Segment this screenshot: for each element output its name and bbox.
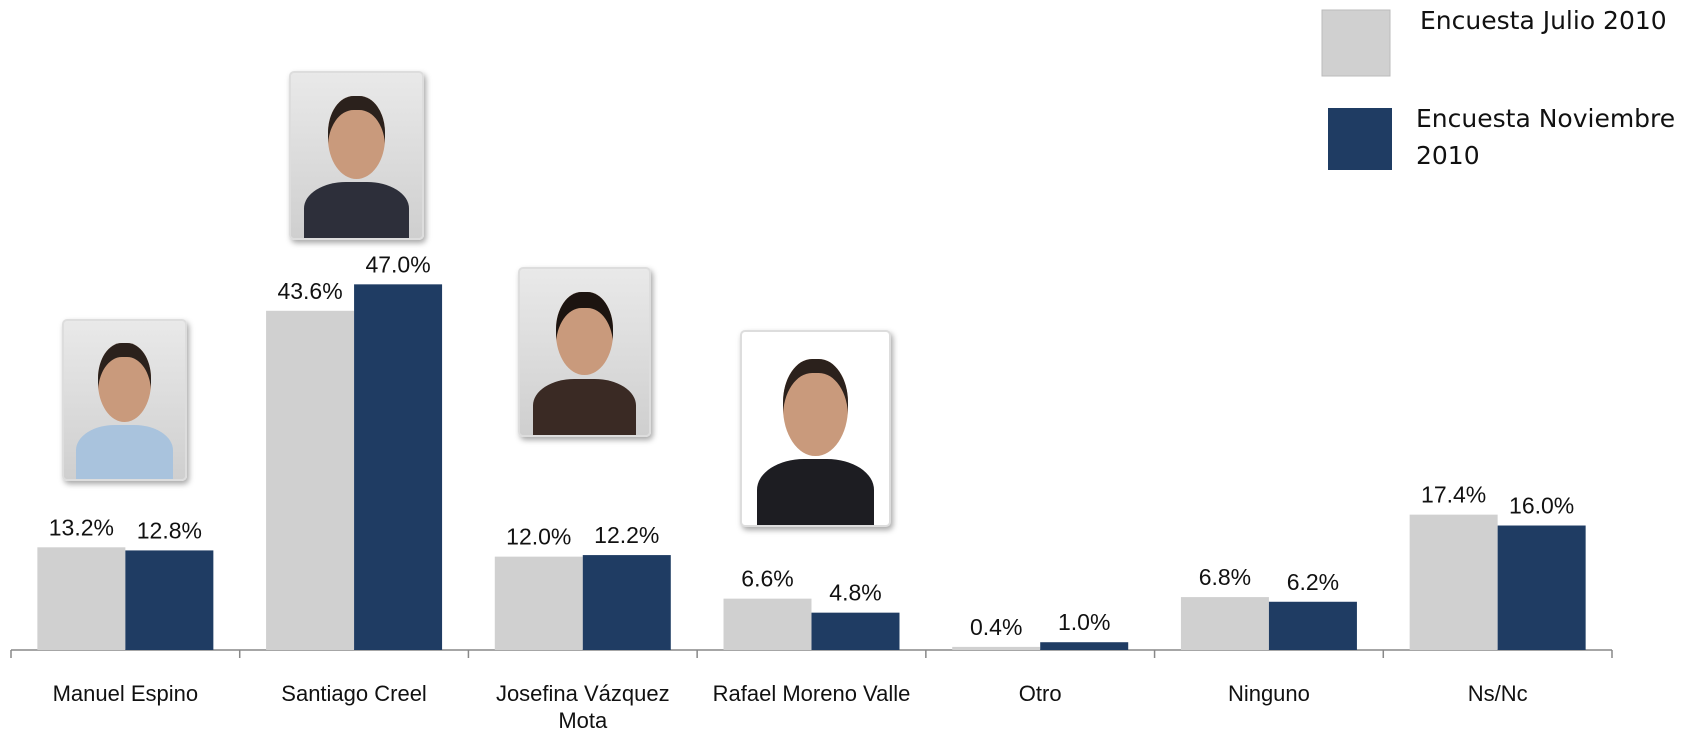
- legend-swatch: [1322, 10, 1390, 76]
- data-label: 13.2%: [49, 514, 114, 540]
- bar: [354, 284, 442, 650]
- x-tick-label: Ninguno: [1159, 680, 1379, 707]
- candidate-photo: [740, 330, 891, 527]
- bar: [1498, 526, 1586, 650]
- x-tick-label: Josefina Vázquez Mota: [473, 680, 693, 734]
- bar: [1181, 597, 1269, 650]
- data-label: 1.0%: [1058, 609, 1110, 635]
- bar: [1269, 602, 1357, 650]
- bar: [1040, 642, 1128, 650]
- data-label: 16.0%: [1509, 493, 1574, 519]
- data-label: 0.4%: [970, 614, 1022, 640]
- page: 13.2% 12.8% 43.6% 47.0% 12.0% 12.2% 6.6% 4.8% 0.…: [0, 0, 1694, 731]
- bar: [812, 613, 900, 650]
- bar: [125, 550, 213, 650]
- bar: [495, 557, 583, 650]
- candidate-photo: [62, 319, 187, 481]
- bar: [583, 555, 671, 650]
- data-label: 17.4%: [1421, 482, 1486, 508]
- data-label: 6.8%: [1199, 564, 1251, 590]
- candidate-photo: [518, 267, 651, 437]
- legend-swatch: [1328, 108, 1392, 170]
- legend-label: Encuesta Noviembre 2010: [1416, 100, 1694, 174]
- legend-label: Encuesta Julio 2010: [1420, 2, 1694, 39]
- data-label: 6.6%: [741, 566, 793, 592]
- x-tick-label: Otro: [930, 680, 1150, 707]
- bar: [266, 311, 354, 650]
- bar: [1410, 515, 1498, 650]
- x-tick-label: Manuel Espino: [15, 680, 235, 707]
- data-label: 43.6%: [277, 278, 342, 304]
- x-tick-label: Rafael Moreno Valle: [702, 680, 922, 707]
- bar: [724, 599, 812, 650]
- bar: [952, 647, 1040, 650]
- data-label: 12.2%: [594, 522, 659, 548]
- data-label: 6.2%: [1287, 569, 1339, 595]
- data-label: 47.0%: [365, 251, 430, 277]
- data-label: 12.8%: [137, 517, 202, 543]
- x-tick-label: Ns/Nc: [1388, 680, 1608, 707]
- data-label: 12.0%: [506, 524, 571, 550]
- candidate-photo: [289, 71, 424, 240]
- bar: [37, 547, 125, 650]
- data-label: 4.8%: [829, 580, 881, 606]
- x-tick-label: Santiago Creel: [244, 680, 464, 707]
